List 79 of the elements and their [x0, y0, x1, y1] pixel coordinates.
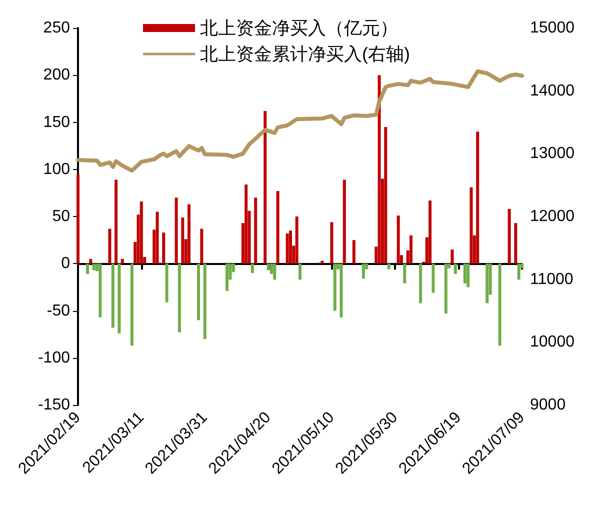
bar [428, 200, 432, 264]
bar [295, 216, 298, 264]
bar [419, 264, 422, 304]
bar [396, 216, 400, 264]
bar [108, 228, 112, 264]
bar [463, 264, 466, 284]
y-tick-label: -100 [38, 349, 70, 366]
bar [333, 264, 336, 311]
bar [288, 230, 292, 264]
y-tick-label: 200 [43, 66, 70, 84]
bar [226, 264, 229, 291]
legend-label: 北上资金净买入（亿元） [200, 18, 398, 38]
bar [508, 208, 511, 264]
y2-tick-label: 14000 [530, 82, 575, 100]
bar [403, 264, 406, 284]
bar [273, 264, 276, 280]
bar [432, 264, 435, 293]
bar [86, 264, 90, 274]
bar [162, 232, 166, 264]
bar [450, 249, 454, 264]
bar [165, 264, 168, 302]
bar [178, 264, 181, 332]
y-tick-label: 0 [61, 255, 70, 272]
bar [197, 264, 200, 320]
bar [498, 264, 502, 346]
y-tick-label: 150 [43, 114, 70, 131]
bar [486, 264, 489, 304]
y2-tick-label: 12000 [530, 208, 575, 225]
bar [378, 75, 381, 264]
bar [470, 187, 473, 264]
bar [517, 264, 520, 280]
bar [384, 126, 388, 264]
bar [254, 198, 258, 264]
bar [188, 204, 190, 264]
bar [250, 264, 254, 274]
bar [298, 264, 302, 280]
bar [410, 235, 412, 264]
bar [203, 264, 206, 340]
y2-tick-label: 9000 [530, 396, 566, 414]
y2-tick-label: 15000 [530, 20, 575, 36]
bar [476, 132, 480, 264]
y2-tick-label: 11000 [530, 270, 574, 288]
bar [76, 174, 80, 264]
line-series [76, 69, 524, 173]
bar [454, 264, 457, 274]
bar [466, 264, 470, 288]
y-tick-label: 250 [43, 20, 70, 36]
bar [352, 240, 356, 264]
bar [98, 264, 102, 318]
bar [330, 222, 334, 264]
bar [174, 198, 178, 264]
bar [264, 110, 267, 264]
bar [114, 180, 118, 264]
bar [244, 184, 248, 264]
y-tick-label: 50 [52, 208, 70, 225]
bar [156, 212, 159, 264]
bar [118, 264, 121, 334]
bar [276, 191, 280, 264]
bar [342, 180, 346, 264]
bar [181, 217, 184, 264]
legend-label: 北上资金累计净买入(右轴) [200, 44, 410, 64]
bar [111, 264, 114, 328]
bar [200, 228, 204, 264]
y2-tick-label: 13000 [530, 145, 575, 162]
y2-tick-label: 10000 [530, 334, 575, 351]
bar [340, 264, 343, 318]
bar [140, 201, 143, 264]
bar [444, 264, 448, 314]
bar [92, 264, 96, 270]
bar [120, 258, 124, 264]
bar [89, 258, 92, 264]
y-tick-label: -50 [46, 302, 70, 320]
bar [387, 264, 390, 270]
bar [514, 223, 518, 264]
bar [286, 233, 289, 264]
bar [130, 264, 134, 346]
bar [362, 264, 365, 279]
y-tick-label: -150 [38, 396, 70, 414]
y-tick-label: 100 [43, 160, 70, 178]
